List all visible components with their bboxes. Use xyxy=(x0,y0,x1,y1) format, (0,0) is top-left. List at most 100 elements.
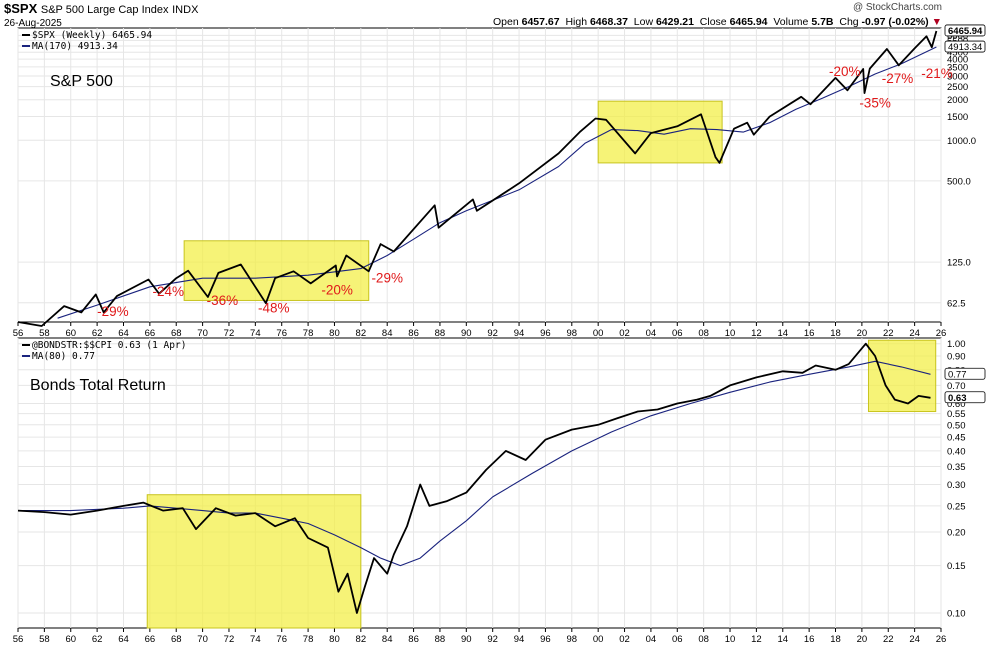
x-tick-label: 08 xyxy=(698,634,709,645)
drawdown-label: -29% xyxy=(371,271,403,286)
legend-entry: @BONDSTR:$$CPI 0.63 (1 Apr) xyxy=(32,340,186,351)
plot-frame xyxy=(17,27,942,323)
last-value-box xyxy=(944,24,986,37)
x-tick-label: 14 xyxy=(777,634,788,645)
ohlc-readout: Open 6457.67 High 6468.37 Low 6429.21 Cl… xyxy=(493,16,942,28)
x-tick-label: 70 xyxy=(197,328,208,339)
chg-label: Chg xyxy=(839,16,859,28)
last-value-label: 0.77 xyxy=(948,369,967,380)
last-value-label: 0.63 xyxy=(948,393,967,404)
drawdown-label: -20% xyxy=(321,282,353,297)
x-tick-label: 02 xyxy=(619,328,630,339)
x-tick-label: 10 xyxy=(725,328,736,339)
x-tick-label: 82 xyxy=(356,634,367,645)
close-value: 6465.94 xyxy=(729,16,768,28)
x-tick-label: 20 xyxy=(857,328,868,339)
drawdown-label: -29% xyxy=(97,304,129,319)
low-value: 6429.21 xyxy=(655,16,694,28)
x-tick-label: 12 xyxy=(751,634,762,645)
drawdown-label: -36% xyxy=(207,293,239,308)
x-tick-label: 22 xyxy=(883,634,894,645)
y-tick-label: 0.60 xyxy=(947,399,966,410)
x-tick-label: 98 xyxy=(567,328,578,339)
y-tick-label: 0.50 xyxy=(947,420,966,431)
x-tick-label: 18 xyxy=(830,634,841,645)
y-tick-label: 0.10 xyxy=(947,609,966,620)
volume-label: Volume xyxy=(773,16,809,28)
x-tick-label: 16 xyxy=(804,634,815,645)
x-tick-label: 62 xyxy=(92,634,103,645)
x-tick-label: 26 xyxy=(936,328,947,339)
x-tick-label: 84 xyxy=(382,634,393,645)
chg-value: -0.97 (-0.02%) xyxy=(861,16,929,28)
x-tick-label: 72 xyxy=(224,328,235,339)
low-label: Low xyxy=(633,16,654,28)
y-tick-label: 62.5 xyxy=(947,298,966,309)
y-tick-label: 0.30 xyxy=(947,480,966,491)
high-value: 6468.37 xyxy=(589,16,628,28)
x-tick-label: 96 xyxy=(540,328,551,339)
x-tick-label: 58 xyxy=(39,328,50,339)
y-tick-label: 0.15 xyxy=(947,561,966,572)
x-tick-label: 90 xyxy=(461,634,472,645)
x-tick-label: 60 xyxy=(65,634,76,645)
y-tick-label: 2500 xyxy=(947,82,968,93)
volume-value: 5.7B xyxy=(811,16,834,28)
price-series-line xyxy=(17,342,931,614)
x-tick-label: 68 xyxy=(171,634,182,645)
x-tick-label: 66 xyxy=(145,328,156,339)
x-tick-label: 00 xyxy=(593,634,604,645)
high-label: High xyxy=(565,16,588,28)
x-tick-label: 06 xyxy=(672,328,683,339)
chg-arrow: ▼ xyxy=(931,16,942,28)
x-tick-label: 96 xyxy=(540,634,551,645)
x-tick-label: 24 xyxy=(909,634,920,645)
open-label: Open xyxy=(493,16,519,28)
chart-panel-2: 56 58 60 62 64 66 68 70 72 74 76 78 80 82 84 86 88 90 92 94… xyxy=(13,337,986,645)
drawdown-label: -20% xyxy=(829,64,861,79)
x-tick-label: 88 xyxy=(435,634,446,645)
x-tick-label: 74 xyxy=(250,634,261,645)
x-tick-label: 00 xyxy=(593,328,604,339)
moving-average-line xyxy=(18,360,931,567)
chart-ticker: $SPX S&P 500 Large Cap Index INDX xyxy=(4,1,198,16)
x-tick-label: 64 xyxy=(118,634,129,645)
x-tick-label: 64 xyxy=(118,328,129,339)
chart-date: 26-Aug-2025 xyxy=(4,18,62,29)
x-tick-label: 02 xyxy=(619,634,630,645)
x-tick-label: 22 xyxy=(883,328,894,339)
y-tick-label: 0.40 xyxy=(947,446,966,457)
x-tick-label: 88 xyxy=(435,328,446,339)
legend-entry: $SPX (Weekly) 6465.94 xyxy=(32,30,152,41)
drawdown-label: -27% xyxy=(882,71,914,86)
x-tick-label: 70 xyxy=(197,634,208,645)
last-value-box xyxy=(944,391,986,404)
x-tick-label: 62 xyxy=(92,328,103,339)
open-value: 6457.67 xyxy=(521,16,560,28)
x-tick-label: 82 xyxy=(356,328,367,339)
x-tick-label: 94 xyxy=(514,634,525,645)
y-tick-label: 3500 xyxy=(947,62,968,73)
drawdown-label: -48% xyxy=(258,300,290,315)
y-tick-label: 0.25 xyxy=(947,501,966,512)
x-tick-label: 24 xyxy=(909,328,920,339)
x-tick-label: 78 xyxy=(303,328,314,339)
x-tick-label: 58 xyxy=(39,634,50,645)
x-tick-label: 14 xyxy=(777,328,788,339)
x-tick-label: 12 xyxy=(751,328,762,339)
x-tick-label: 08 xyxy=(698,328,709,339)
y-tick-label: 0.35 xyxy=(947,462,966,473)
x-tick-label: 86 xyxy=(408,328,419,339)
x-tick-label: 80 xyxy=(329,328,340,339)
y-tick-label: 0.70 xyxy=(947,381,966,392)
x-tick-label: 04 xyxy=(646,328,657,339)
legend: @BONDSTR:$$CPI 0.63 (1 Apr)MA(80) 0.77 xyxy=(22,340,186,362)
symbol: $SPX xyxy=(4,1,38,16)
y-tick-label: 2000 xyxy=(947,95,968,106)
exchange: INDX xyxy=(172,4,199,16)
x-tick-label: 10 xyxy=(725,634,736,645)
x-tick-label: 78 xyxy=(303,634,314,645)
y-tick-label: 1500 xyxy=(947,112,968,123)
